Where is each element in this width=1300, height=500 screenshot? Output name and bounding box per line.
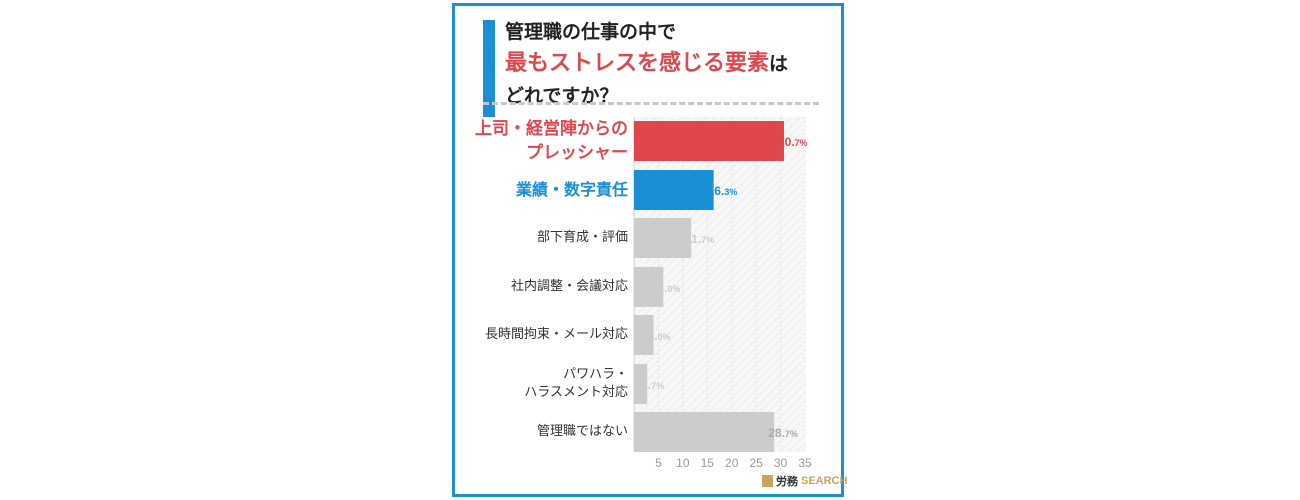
- category-label: 社内調整・会議対応: [460, 278, 628, 296]
- category-label: 長時間拘束・メール対応: [460, 326, 628, 344]
- category-label-line: ハラスメント対応: [524, 385, 628, 400]
- brand-logo: 労務 SEARCH: [762, 473, 847, 489]
- title-divider: [483, 102, 819, 105]
- title-suffix: は: [769, 53, 789, 75]
- title-line-3: どれですか？: [505, 85, 619, 107]
- logo-kanji: 労務: [776, 475, 798, 488]
- category-label-line: 上司・経営陣からの: [475, 119, 628, 139]
- category-label-line: 長時間拘束・メール対応: [484, 327, 628, 342]
- category-label-line: 社内調整・会議対応: [510, 279, 628, 294]
- category-label: 上司・経営陣からのプレッシャー: [460, 117, 628, 165]
- title-line-2: 最もストレスを感じる要素は: [505, 48, 835, 80]
- chart-title: 管理職の仕事の中で 最もストレスを感じる要素は どれですか？: [505, 16, 835, 112]
- title-line-1: 管理職の仕事の中で: [505, 21, 677, 43]
- title-accent-bar: [483, 20, 495, 117]
- logo-icon: [762, 475, 773, 487]
- logo-text: SEARCH: [801, 475, 848, 487]
- category-label-line: 部下育成・評価: [536, 230, 628, 245]
- category-label-line: プレッシャー: [526, 143, 628, 163]
- title-highlight: 最もストレスを感じる要素: [505, 51, 770, 76]
- category-label: 管理職ではない: [460, 423, 628, 441]
- category-label-line: パワハラ・: [563, 367, 628, 382]
- category-label: パワハラ・ハラスメント対応: [460, 366, 628, 402]
- category-label-line: 業績・数字責任: [515, 180, 628, 199]
- category-label: 部下育成・評価: [460, 229, 628, 247]
- category-label-line: 管理職ではない: [536, 424, 628, 439]
- category-label: 業績・数字責任: [460, 179, 628, 201]
